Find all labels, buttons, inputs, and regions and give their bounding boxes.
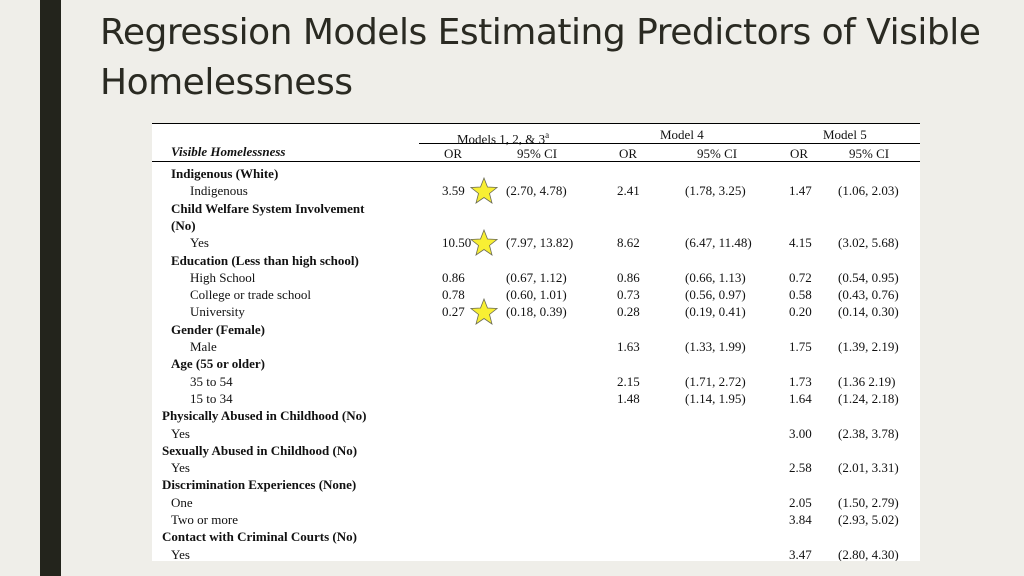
confidence-interval-cell: (2.01, 3.31) [838, 460, 899, 476]
odds-ratio-cell: 3.59 [442, 183, 465, 199]
confidence-interval-cell: (0.60, 1.01) [506, 287, 567, 303]
confidence-interval-cell: (3.02, 5.68) [838, 235, 899, 251]
highlight-star-icon [470, 229, 498, 257]
odds-ratio-cell: 1.64 [789, 390, 812, 406]
odds-ratio-cell: 2.58 [789, 460, 812, 476]
odds-ratio-cell: 10.50 [442, 235, 472, 251]
group-header-model-4: Model 4 [660, 127, 704, 142]
odds-ratio-cell: 0.78 [442, 287, 465, 303]
col-header-ci-2: 95% CI [697, 146, 738, 161]
odds-ratio-cell: 0.20 [789, 304, 812, 320]
row-label: Indigenous (White) [171, 166, 279, 181]
confidence-interval-cell: (1.33, 1.99) [685, 339, 746, 354]
row-label: Yes [171, 425, 190, 441]
row-label: Discrimination Experiences (None) [162, 477, 357, 493]
col-header-or-1: OR [444, 146, 463, 161]
odds-ratio-cell: 3.84 [789, 512, 812, 527]
confidence-interval-cell: (0.54, 0.95) [838, 269, 899, 285]
odds-ratio-cell: 0.72 [789, 269, 812, 285]
col-header-ci-3: 95% CI [849, 146, 890, 161]
highlight-star-icon [470, 177, 498, 205]
confidence-interval-cell: (2.93, 5.02) [838, 512, 899, 527]
col-header-ci-1: 95% CI [517, 146, 558, 161]
confidence-interval-cell: (0.43, 0.76) [838, 287, 899, 303]
group-header-model-5: Model 5 [823, 127, 867, 142]
row-label: Child Welfare System Involvement [171, 200, 365, 216]
row-label: One [171, 494, 193, 510]
confidence-interval-cell: (0.19, 0.41) [685, 304, 746, 320]
row-label: Gender (Female) [171, 321, 265, 337]
confidence-interval-cell: (1.71, 2.72) [685, 373, 746, 389]
odds-ratio-cell: 2.41 [617, 183, 640, 199]
row-label: Yes [171, 546, 190, 561]
confidence-interval-cell: (1.06, 2.03) [838, 183, 899, 199]
odds-ratio-cell: 2.15 [617, 373, 640, 389]
odds-ratio-cell: 8.62 [617, 235, 640, 251]
row-label: 35 to 54 [190, 373, 233, 389]
odds-ratio-cell: 1.73 [789, 373, 812, 389]
row-label: 15 to 34 [190, 390, 233, 406]
odds-ratio-cell: 0.58 [789, 287, 812, 303]
confidence-interval-cell: (2.80, 4.30) [838, 546, 899, 561]
row-label: Yes [171, 460, 190, 476]
odds-ratio-cell: 3.00 [789, 425, 812, 441]
odds-ratio-cell: 0.27 [442, 304, 465, 320]
table-top-rule [152, 123, 920, 124]
odds-ratio-cell: 4.15 [789, 235, 812, 251]
confidence-interval-cell: (1.78, 3.25) [685, 183, 746, 199]
header-rule [419, 143, 920, 144]
highlight-star-icon [470, 298, 498, 326]
row-label-header: Visible Homelessness [171, 144, 286, 159]
odds-ratio-cell: 2.05 [789, 494, 812, 510]
subheader-rule [152, 161, 920, 162]
confidence-interval-cell: (0.66, 1.13) [685, 269, 746, 285]
row-label: Physically Abused in Childhood (No) [162, 408, 367, 424]
row-label: College or trade school [190, 287, 311, 303]
row-label: Male [190, 339, 217, 354]
odds-ratio-cell: 0.86 [617, 269, 640, 285]
row-label: Education (Less than high school) [171, 252, 359, 268]
confidence-interval-cell: (0.14, 0.30) [838, 304, 899, 320]
odds-ratio-cell: 0.73 [617, 287, 640, 303]
odds-ratio-cell: 1.48 [617, 390, 640, 406]
sidebar-accent-bar [40, 0, 61, 576]
confidence-interval-cell: (0.18, 0.39) [506, 304, 567, 320]
odds-ratio-cell: 1.75 [789, 339, 812, 354]
confidence-interval-cell: (1.24, 2.18) [838, 390, 899, 406]
row-label: Age (55 or older) [171, 356, 265, 372]
confidence-interval-cell: (7.97, 13.82) [506, 235, 574, 251]
row-label: (No) [171, 217, 196, 233]
confidence-interval-cell: (1.39, 2.19) [838, 339, 899, 354]
page-title: Regression Models Estimating Predictors … [100, 12, 981, 103]
col-header-or-2: OR [619, 146, 638, 161]
confidence-interval-cell: (1.14, 1.95) [685, 390, 746, 406]
confidence-interval-cell: (6.47, 11.48) [685, 235, 752, 251]
odds-ratio-cell: 1.47 [789, 183, 812, 199]
odds-ratio-cell: 0.28 [617, 304, 640, 320]
confidence-interval-cell: (1.50, 2.79) [838, 494, 899, 510]
row-label: Sexually Abused in Childhood (No) [162, 442, 358, 458]
group-header-models-1-3: Models 1, 2, & 3a [457, 130, 550, 147]
col-header-or-3: OR [790, 146, 809, 161]
odds-ratio-cell: 0.86 [442, 269, 465, 285]
row-label: Yes [190, 235, 209, 251]
confidence-interval-cell: (0.56, 0.97) [685, 287, 746, 303]
row-label: University [190, 304, 245, 320]
confidence-interval-cell: (2.70, 4.78) [506, 183, 567, 199]
odds-ratio-cell: 3.47 [789, 546, 812, 561]
confidence-interval-cell: (0.67, 1.12) [506, 269, 567, 285]
row-label: High School [190, 269, 256, 285]
row-label: Two or more [171, 512, 238, 527]
row-label: Contact with Criminal Courts (No) [162, 529, 357, 545]
row-label: Indigenous [190, 183, 248, 199]
confidence-interval-cell: (2.38, 3.78) [838, 425, 899, 441]
regression-table: Models 1, 2, & 3a Model 4 Model 5 Visibl… [152, 123, 920, 561]
confidence-interval-cell: (1.36 2.19) [838, 373, 896, 389]
odds-ratio-cell: 1.63 [617, 339, 640, 354]
